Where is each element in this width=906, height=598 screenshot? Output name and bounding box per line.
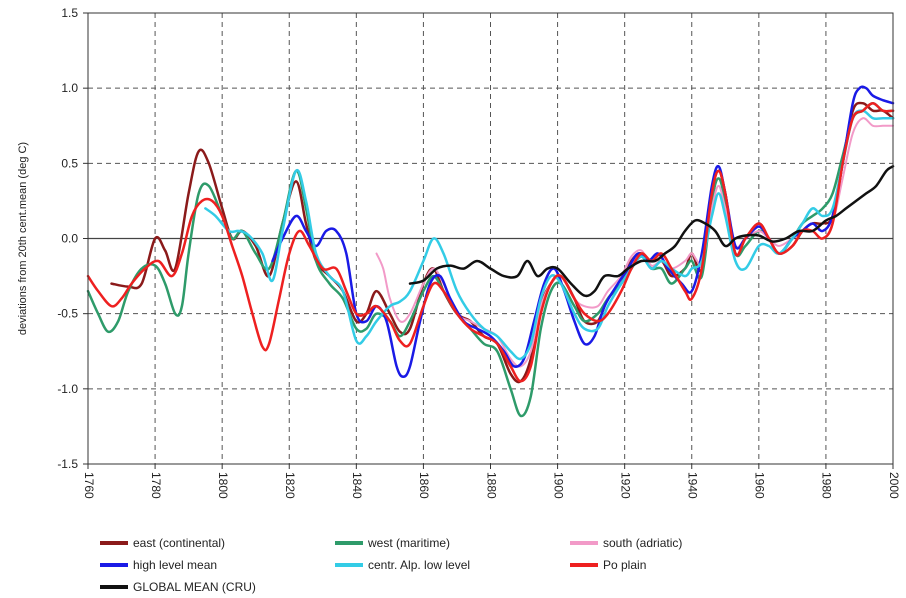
y-tick-label: -0.5 — [57, 307, 78, 321]
x-tick-label: 1800 — [216, 472, 230, 499]
x-tick-label: 1960 — [753, 472, 767, 499]
legend-label: east (continental) — [133, 536, 225, 550]
y-tick-label: 0.5 — [61, 156, 78, 170]
y-tick-label: 1.0 — [61, 81, 78, 95]
x-tick-label: 1780 — [149, 472, 163, 499]
y-tick-label: -1.0 — [57, 382, 78, 396]
legend-item-west-maritime: west (maritime) — [335, 536, 450, 550]
legend-label: high level mean — [133, 558, 217, 572]
y-tick-label: -1.5 — [57, 457, 78, 471]
x-tick-label: 1980 — [820, 472, 834, 499]
legend-item-high-level-mean: high level mean — [100, 558, 217, 572]
chart-series — [86, 85, 895, 418]
y-tick-label: 0.0 — [61, 232, 78, 246]
y-axis-ticks: 1.5 1.0 0.5 0.0 -0.5 -1.0 -1.5 — [57, 6, 88, 471]
x-tick-label: 1900 — [551, 472, 565, 499]
series-line-global-mean-cru — [408, 165, 895, 298]
series-line-po-plain — [86, 101, 895, 383]
x-tick-label: 1880 — [484, 472, 498, 499]
x-tick-label: 1820 — [283, 472, 297, 499]
y-axis-label: deviations from 20th cent.mean (deg C) — [17, 142, 29, 335]
legend-item-south-adriatic: south (adriatic) — [570, 536, 682, 550]
legend-label: GLOBAL MEAN (CRU) — [133, 580, 256, 594]
chart-legend: east (continental) west (maritime) south (… — [100, 536, 682, 594]
x-tick-label: 1760 — [82, 472, 96, 499]
legend-label: Po plain — [603, 558, 646, 572]
x-tick-label: 1860 — [417, 472, 431, 499]
legend-item-global-mean-cru: GLOBAL MEAN (CRU) — [100, 580, 256, 594]
x-tick-label: 2000 — [887, 472, 901, 499]
x-tick-label: 1920 — [618, 472, 632, 499]
legend-label: south (adriatic) — [603, 536, 682, 550]
legend-item-east-continental: east (continental) — [100, 536, 225, 550]
legend-item-po-plain: Po plain — [570, 558, 646, 572]
x-tick-label: 1940 — [686, 472, 700, 499]
legend-label: centr. Alp. low level — [368, 558, 470, 572]
legend-item-centr-alp-low-level: centr. Alp. low level — [335, 558, 470, 572]
x-axis-ticks: 1760 1780 1800 1820 1840 1860 1880 1900 1920 1940… — [82, 464, 901, 499]
legend-label: west (maritime) — [367, 536, 450, 550]
x-tick-label: 1840 — [350, 472, 364, 499]
y-tick-label: 1.5 — [61, 6, 78, 20]
